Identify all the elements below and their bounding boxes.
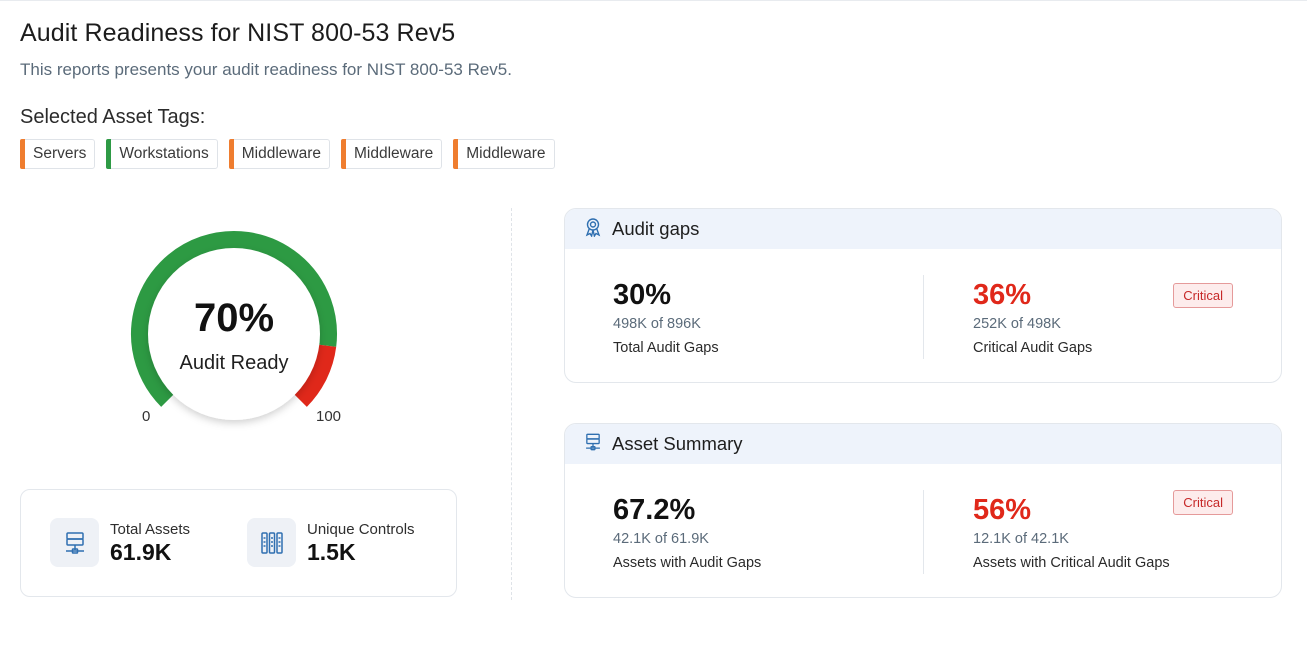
asset-summary-panel: Asset Summary 67.2% 42.1K of 61.9K Asset…	[564, 423, 1282, 598]
assets-with-gaps-pct: 67.2%	[613, 494, 696, 526]
asset-summary-header: Asset Summary	[565, 424, 1281, 464]
critical-badge: Critical	[1173, 490, 1233, 515]
audit-gaps-header: Audit gaps	[565, 209, 1281, 249]
assets-with-critical-gaps-pct: 56%	[973, 494, 1032, 526]
assets-with-gaps-ratio: 42.1K of 61.9K	[613, 531, 709, 547]
tag-servers[interactable]: Servers	[20, 139, 96, 169]
gauge-min-label: 0	[142, 408, 151, 425]
tag-middleware[interactable]: Middleware	[228, 139, 330, 169]
section-divider	[511, 208, 512, 600]
award-icon	[583, 217, 603, 242]
gauge-max-label: 100	[316, 408, 342, 425]
tags-label: Selected Asset Tags:	[20, 106, 206, 128]
unique-controls-stat: Unique Controls 1.5K	[247, 518, 415, 567]
total-assets-value: 61.9K	[110, 538, 172, 565]
unique-controls-text: Unique Controls 1.5K	[307, 521, 415, 565]
assets-with-gaps-metric: 67.2% 42.1K of 61.9K Assets with Audit G…	[613, 493, 761, 571]
total-assets-stat: Total Assets 61.9K	[50, 518, 190, 567]
assets-with-gaps-caption: Assets with Audit Gaps	[613, 555, 762, 571]
tag-color-bar	[20, 139, 25, 169]
assets-with-critical-gaps-metric: 56% 12.1K of 42.1K Assets with Critical …	[973, 493, 1170, 571]
unique-controls-label: Unique Controls	[307, 520, 415, 538]
critical-audit-gaps-metric: 36% 252K of 498K Critical Audit Gaps	[973, 278, 1092, 356]
page-title: Audit Readiness for NIST 800-53 Rev5	[20, 19, 456, 47]
audit-gaps-panel: Audit gaps 30% 498K of 896K Total Audit …	[564, 208, 1282, 383]
tag-color-bar	[106, 139, 112, 169]
unique-controls-value: 1.5K	[307, 538, 356, 565]
gauge-svg	[131, 231, 337, 420]
tag-color-bar	[228, 139, 234, 169]
critical-audit-gaps-caption: Critical Audit Gaps	[973, 340, 1093, 356]
audit-gaps-title: Audit gaps	[612, 218, 700, 239]
gauge-center	[148, 248, 320, 420]
controls-icon	[247, 518, 296, 567]
critical-badge: Critical	[1173, 283, 1233, 308]
tag-label: Servers	[33, 145, 87, 162]
asset-stats-card: Total Assets 61.9K Unique Controls 1.5K	[20, 489, 457, 597]
total-audit-gaps-ratio: 498K of 896K	[613, 316, 701, 332]
gauge-value: 70%	[193, 296, 275, 340]
top-border	[0, 0, 1307, 1]
asset-tags: Servers Workstations Middleware Middlewa…	[20, 139, 555, 169]
page-subtitle: This reports presents your audit readine…	[20, 60, 512, 79]
tag-color-bar	[453, 139, 459, 169]
tag-middleware[interactable]: Middleware	[340, 139, 443, 169]
asset-summary-title: Asset Summary	[612, 433, 743, 454]
tag-label: Middleware	[353, 145, 434, 162]
gauge-arc-green	[131, 231, 337, 407]
gauge-arc-red	[292, 344, 337, 407]
tag-label: Middleware	[241, 145, 321, 162]
tag-workstations[interactable]: Workstations	[106, 139, 218, 169]
gauge-label: Audit Ready	[179, 352, 289, 374]
audit-ready-gauge: 70% Audit Ready	[118, 218, 350, 450]
assets-with-critical-gaps-caption: Assets with Critical Audit Gaps	[973, 555, 1170, 571]
tag-label: Middleware	[466, 145, 546, 162]
metric-separator	[923, 490, 924, 574]
total-audit-gaps-metric: 30% 498K of 896K Total Audit Gaps	[613, 278, 719, 356]
network-icon	[50, 518, 99, 567]
total-assets-label: Total Assets	[110, 520, 191, 538]
total-assets-text: Total Assets 61.9K	[110, 521, 190, 565]
tag-color-bar	[340, 139, 346, 169]
total-audit-gaps-caption: Total Audit Gaps	[613, 340, 719, 356]
critical-audit-gaps-pct: 36%	[973, 279, 1032, 311]
tag-label: Workstations	[119, 145, 209, 162]
total-audit-gaps-pct: 30%	[613, 279, 672, 311]
assets-with-critical-gaps-ratio: 12.1K of 42.1K	[973, 531, 1069, 547]
tag-middleware[interactable]: Middleware	[453, 139, 555, 169]
critical-audit-gaps-ratio: 252K of 498K	[973, 316, 1061, 332]
metric-separator	[923, 275, 924, 359]
network-icon	[583, 432, 603, 457]
